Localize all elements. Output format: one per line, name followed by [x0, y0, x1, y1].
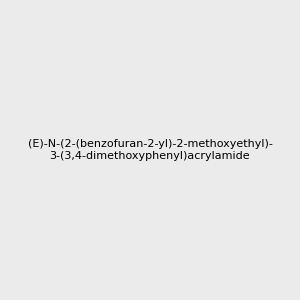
Text: (E)-N-(2-(benzofuran-2-yl)-2-methoxyethyl)-
3-(3,4-dimethoxyphenyl)acrylamide: (E)-N-(2-(benzofuran-2-yl)-2-methoxyethy…: [28, 139, 272, 161]
